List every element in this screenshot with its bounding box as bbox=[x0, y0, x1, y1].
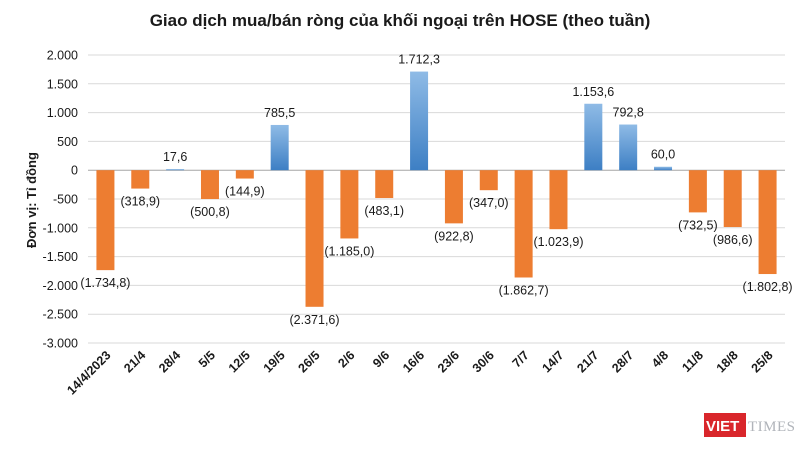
data-label: 785,5 bbox=[264, 106, 295, 120]
y-tick-label: 1.000 bbox=[47, 106, 78, 120]
x-tick-label: 5/5 bbox=[196, 348, 218, 370]
y-tick-label: -2.500 bbox=[43, 308, 78, 322]
x-tick-label: 4/8 bbox=[649, 348, 671, 370]
x-tick-label: 14/4/2023 bbox=[64, 348, 113, 397]
y-tick-label: -500 bbox=[53, 193, 78, 207]
x-tick-label: 25/8 bbox=[749, 348, 776, 375]
bar bbox=[688, 170, 707, 213]
data-label: (732,5) bbox=[678, 218, 718, 232]
bar bbox=[166, 169, 185, 171]
data-label: (1.185,0) bbox=[324, 244, 374, 258]
data-label: (483,1) bbox=[364, 204, 404, 218]
data-label: (986,6) bbox=[713, 233, 753, 247]
bar bbox=[479, 170, 498, 191]
x-axis-ticks: 14/4/2023 21/4 28/4 5/5 12/5 19/5 26/5 2/6 9/6 16… bbox=[64, 348, 775, 397]
x-tick-label: 11/8 bbox=[679, 348, 706, 375]
bar bbox=[758, 170, 777, 275]
y-axis-label: Đơn vị: Tỉ đồng bbox=[24, 152, 39, 248]
x-tick-label: 19/5 bbox=[261, 348, 288, 375]
data-label: (1.802,8) bbox=[743, 280, 793, 294]
gridlines bbox=[88, 54, 785, 344]
data-label: 1.153,6 bbox=[572, 85, 614, 99]
x-tick-label: 2/6 bbox=[335, 348, 357, 370]
x-tick-label: 21/4 bbox=[121, 348, 148, 375]
x-tick-label: 30/6 bbox=[470, 348, 497, 375]
data-label: 17,6 bbox=[163, 150, 187, 164]
bars bbox=[96, 71, 777, 307]
x-tick-label: 28/4 bbox=[156, 348, 183, 375]
data-label: (1.734,8) bbox=[80, 276, 130, 290]
bar bbox=[305, 170, 324, 307]
viettimes-logo: VIET TIMES bbox=[704, 413, 796, 437]
data-label: (347,0) bbox=[469, 196, 509, 210]
data-label: (144,9) bbox=[225, 185, 265, 199]
y-axis-ticks: 2.000 1.500 1.000 500 0 -500 -1.000 -1.500 -2.00… bbox=[43, 49, 79, 351]
bar bbox=[96, 170, 115, 271]
data-label: 1.712,3 bbox=[398, 53, 440, 67]
bar bbox=[131, 170, 150, 189]
x-tick-label: 26/5 bbox=[296, 348, 323, 375]
data-label: (500,8) bbox=[190, 205, 230, 219]
y-tick-label: -2.000 bbox=[43, 279, 78, 293]
y-tick-label: 2.000 bbox=[47, 49, 78, 63]
data-label: (2.371,6) bbox=[290, 313, 340, 327]
x-tick-label: 14/7 bbox=[539, 348, 566, 375]
bar bbox=[654, 166, 673, 171]
bar bbox=[375, 170, 394, 199]
data-label: (922,8) bbox=[434, 229, 474, 243]
chart-title: Giao dịch mua/bán ròng của khối ngoại tr… bbox=[150, 11, 651, 30]
bar bbox=[340, 170, 359, 239]
bar bbox=[270, 124, 289, 171]
logo-viet-text: VIET bbox=[706, 418, 739, 435]
bar bbox=[723, 170, 742, 228]
data-label: 792,8 bbox=[613, 106, 644, 120]
data-label: (1.023,9) bbox=[533, 235, 583, 249]
bar bbox=[584, 103, 603, 171]
bar bbox=[549, 170, 568, 230]
bar bbox=[444, 170, 463, 224]
x-tick-label: 16/6 bbox=[400, 348, 427, 375]
data-label: 60,0 bbox=[651, 148, 675, 162]
logo-times-text: TIMES bbox=[748, 419, 796, 435]
logo-red-block bbox=[704, 413, 746, 437]
bar bbox=[235, 170, 254, 179]
y-tick-label: -3.000 bbox=[43, 337, 78, 351]
y-tick-label: 1.500 bbox=[47, 77, 78, 91]
x-tick-label: 28/7 bbox=[609, 348, 636, 375]
y-tick-label: -1.000 bbox=[43, 221, 78, 235]
x-tick-label: 7/7 bbox=[510, 348, 532, 370]
data-labels: (1.734,8) (318,9) 17,6 (500,8) (144,9) 785,5 (… bbox=[80, 53, 792, 327]
bar bbox=[619, 124, 638, 171]
x-tick-label: 23/6 bbox=[435, 348, 462, 375]
data-label: (318,9) bbox=[120, 195, 160, 209]
y-tick-label: -1.500 bbox=[43, 250, 78, 264]
y-tick-label: 0 bbox=[71, 164, 78, 178]
y-tick-label: 500 bbox=[57, 135, 78, 149]
x-tick-label: 9/6 bbox=[370, 348, 392, 370]
x-tick-label: 12/5 bbox=[226, 348, 253, 375]
bar bbox=[200, 170, 219, 200]
bar bbox=[514, 170, 533, 278]
bar bbox=[410, 71, 429, 171]
x-tick-label: 18/8 bbox=[714, 348, 741, 375]
x-tick-label: 21/7 bbox=[574, 348, 601, 375]
data-label: (1.862,7) bbox=[499, 283, 549, 297]
